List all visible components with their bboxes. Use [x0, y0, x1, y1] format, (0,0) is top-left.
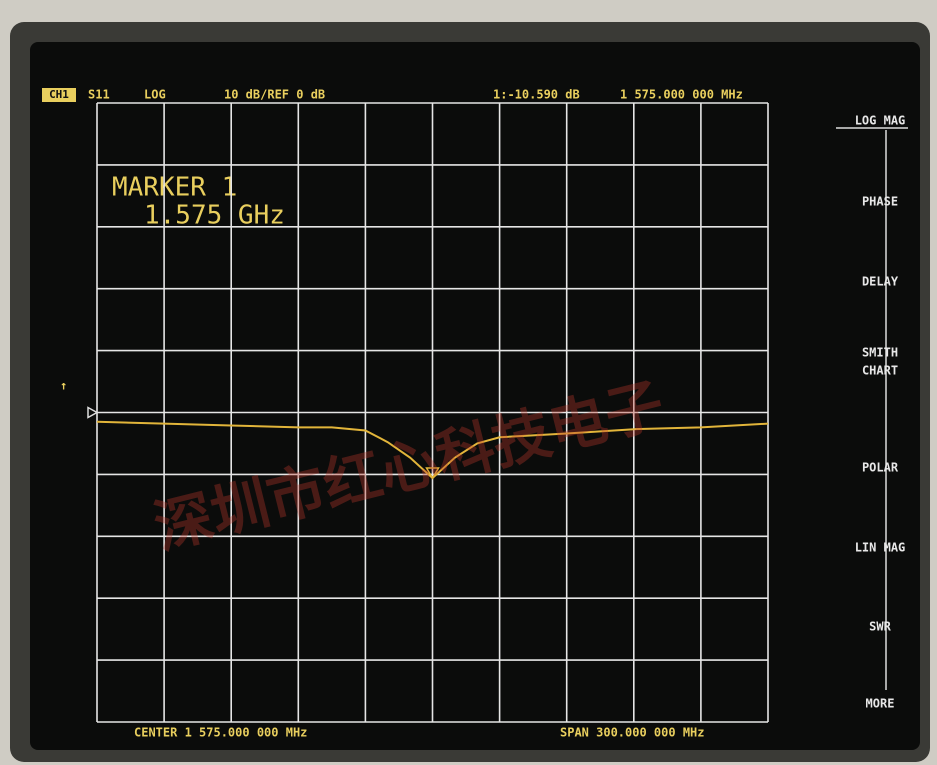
marker-value: 1:-10.590 dB: [493, 88, 580, 102]
marker-title: MARKER 1: [112, 173, 237, 203]
softkey-label[interactable]: MORE: [866, 697, 895, 711]
softkey-label[interactable]: DELAY: [862, 275, 899, 289]
softkey-label[interactable]: CHART: [862, 364, 898, 378]
softkey-label[interactable]: SMITH: [862, 346, 898, 360]
channel: CH1: [49, 88, 69, 101]
softkey-label[interactable]: LOG MAG: [855, 114, 906, 128]
softkey-label[interactable]: POLAR: [862, 461, 899, 475]
format: LOG: [144, 88, 166, 102]
softkey-label[interactable]: LIN MAG: [855, 541, 906, 555]
marker-frequency: 1 575.000 000 MHz: [620, 88, 743, 102]
parameter: S11: [88, 88, 110, 102]
analyzer-photo: CH1 S11 LOG 10 dB/REF 0 dB 1:-10.590 dB …: [0, 0, 937, 765]
softkey-label[interactable]: SWR: [869, 620, 891, 634]
page: {"header": {"channel": "CH1", "parameter…: [0, 0, 937, 765]
marker-arrow: ↑: [60, 379, 67, 393]
center: CENTER 1 575.000 000 MHz: [134, 726, 307, 740]
softkey-label[interactable]: PHASE: [862, 195, 898, 209]
span: SPAN 300.000 000 MHz: [560, 726, 705, 740]
scale: 10 dB/REF 0 dB: [224, 88, 325, 102]
